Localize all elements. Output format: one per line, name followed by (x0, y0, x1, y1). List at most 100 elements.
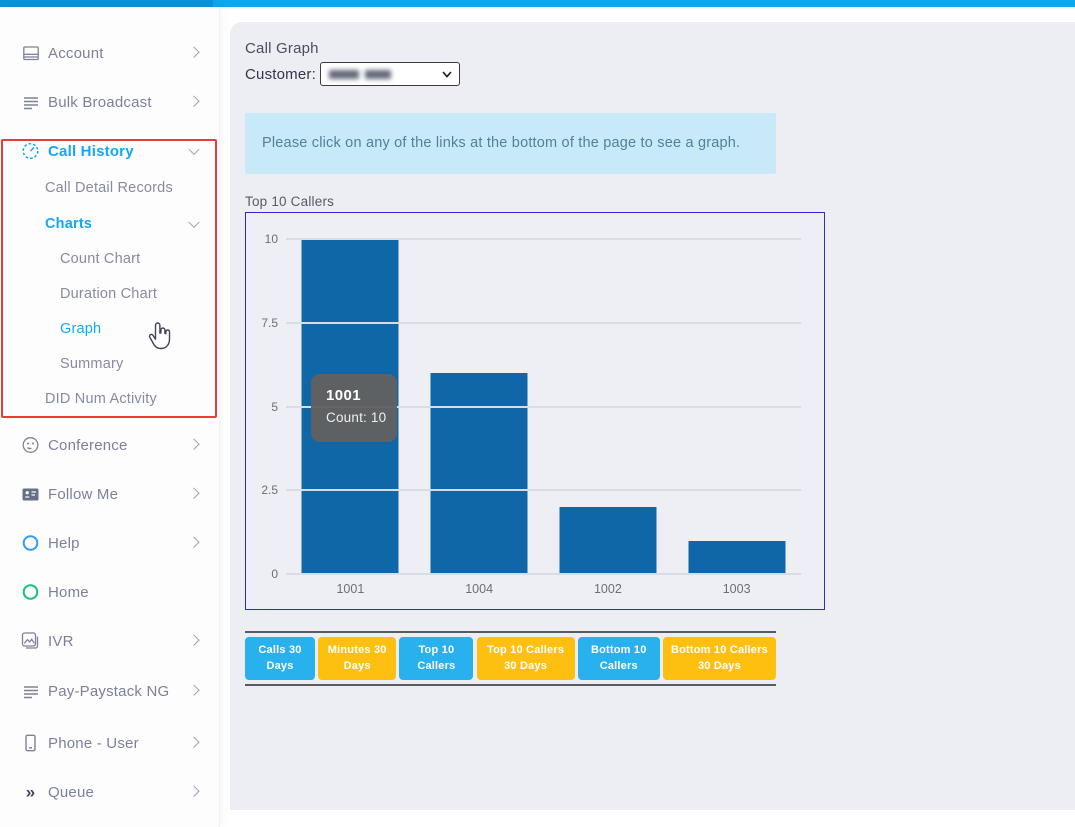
green-circle-icon (21, 583, 40, 602)
smartphone-icon (21, 734, 40, 753)
sidebar-item-count-chart[interactable]: Count Chart (0, 244, 220, 274)
bar-column (544, 239, 673, 574)
x-axis-tick-label: 1003 (722, 582, 751, 596)
sidebar-item-label: Home (48, 583, 89, 601)
link-button-2[interactable]: Minutes 30 Days (318, 637, 397, 680)
chart-links-section: Calls 30 Days Minutes 30 Days Top 10 Calle… (245, 631, 776, 686)
sidebar-item-label: Duration Chart (60, 286, 158, 302)
bar-1004[interactable] (430, 373, 528, 574)
sidebar-item-graph[interactable]: Graph (0, 314, 220, 344)
link-button-6[interactable]: Bottom 10 Callers 30 Days (662, 637, 776, 680)
bar-1002[interactable] (559, 507, 657, 574)
sidebar-item-follow-me[interactable]: Follow Me (0, 479, 220, 509)
top-bar-left-segment (0, 0, 213, 7)
chevron-right-icon (188, 536, 200, 548)
link-button-4[interactable]: Top 10 Callers 30 Days (476, 637, 575, 680)
y-axis-tick-label: 5 (271, 399, 278, 414)
chevron-right-icon (188, 438, 200, 450)
bar-1003[interactable] (688, 540, 786, 574)
sidebar-item-conference[interactable]: Conference (0, 430, 220, 460)
sidebar-item-charts[interactable]: Charts (0, 209, 220, 239)
chart-link-buttons: Calls 30 Days Minutes 30 Days Top 10 Calle… (245, 637, 776, 680)
link-button-3[interactable]: Top 10 Callers (399, 637, 474, 680)
x-axis-tick-label: 1004 (465, 582, 494, 596)
sidebar-item-label: Count Chart (60, 251, 141, 267)
text-lines-icon (21, 93, 40, 112)
gridline (286, 573, 801, 575)
top-bar (0, 0, 1075, 7)
customer-row: Customer: (245, 62, 460, 86)
y-axis-tick-label: 2.5 (261, 483, 278, 498)
chevron-right-icon (188, 785, 200, 797)
redacted-customer-name (365, 69, 391, 79)
sidebar-item-label: Conference (48, 436, 128, 454)
sidebar-item-label: Account (48, 44, 104, 62)
sidebar-item-did-num-activity[interactable]: DID Num Activity (0, 384, 220, 414)
x-axis-tick-label: 1002 (593, 582, 622, 596)
sidebar-item-call-history[interactable]: Call History (0, 136, 220, 166)
bar-chart: 10 7.5 5 2.5 0 1001 1004 1002 1003 1001 Count: … (245, 212, 825, 610)
info-notice: Please click on any of the links at the … (245, 113, 776, 174)
sidebar-item-help[interactable]: Help (0, 528, 220, 558)
y-axis: 10 7.5 5 2.5 0 (248, 232, 278, 581)
sidebar-item-home[interactable]: Home (0, 577, 220, 607)
sidebar-item-bulk-broadcast[interactable]: Bulk Broadcast (0, 87, 220, 117)
chart-title: Top 10 Callers (245, 194, 335, 209)
chevron-right-icon (188, 95, 200, 107)
sidebar-item-label: Queue (48, 783, 95, 801)
y-axis-tick-label: 0 (271, 567, 278, 581)
sidebar-item-label: Follow Me (48, 485, 119, 503)
blue-circle-icon (21, 534, 40, 553)
gridline (286, 238, 801, 240)
sidebar-item-label: Pay-Paystack NG (48, 682, 170, 700)
sidebar-item-label: Graph (60, 321, 102, 337)
chevron-right-icon (188, 487, 200, 499)
sidebar-item-label: Bulk Broadcast (48, 93, 152, 111)
gridline (286, 405, 801, 408)
x-axis-tick-label: 1001 (336, 582, 365, 596)
sidebar-item-label: Summary (60, 356, 124, 372)
y-axis-tick-label: 10 (264, 232, 278, 246)
chevron-right-icon (188, 736, 200, 748)
chevron-right-icon (188, 46, 200, 58)
sidebar-item-pay-paystack-ng[interactable]: Pay-Paystack NG (0, 676, 220, 706)
link-button-1[interactable]: Calls 30 Days (245, 637, 315, 680)
page-title: Call Graph (245, 40, 319, 57)
gridline (286, 321, 801, 324)
x-axis: 1001 1004 1002 1003 (286, 582, 801, 596)
customer-select[interactable] (320, 62, 460, 86)
sidebar-item-label: Phone - User (48, 734, 139, 752)
select-chevron-icon (442, 71, 452, 78)
sidebar-item-label: DID Num Activity (45, 391, 157, 407)
sidebar-item-label: Call Detail Records (45, 180, 173, 196)
window-lines-icon (21, 44, 40, 63)
sidebar: Account Bulk Broadcast Call History Call… (0, 7, 220, 827)
sidebar-item-label: Call History (48, 142, 134, 160)
bar-column (672, 239, 801, 574)
link-button-5[interactable]: Bottom 10 Callers (577, 637, 660, 680)
chart-tooltip: 1001 Count: 10 (311, 374, 397, 442)
sidebar-item-account[interactable]: Account (0, 38, 220, 68)
chevron-right-icon (188, 684, 200, 696)
tooltip-title: 1001 (326, 387, 361, 404)
customer-label: Customer: (245, 65, 316, 83)
sidebar-item-label: Help (48, 534, 80, 552)
sidebar-item-label: IVR (48, 632, 74, 650)
sidebar-item-duration-chart[interactable]: Duration Chart (0, 279, 220, 309)
gridline (286, 489, 801, 492)
sidebar-item-call-detail-records[interactable]: Call Detail Records (0, 173, 220, 203)
sidebar-item-label: Charts (45, 216, 93, 232)
sidebar-item-queue[interactable]: » Queue (0, 777, 220, 807)
timer-icon (21, 142, 40, 161)
double-chevron-icon: » (25, 782, 36, 802)
sidebar-item-summary[interactable]: Summary (0, 349, 220, 379)
top-bar-right-segment (213, 0, 1075, 7)
sidebar-item-phone-user[interactable]: Phone - User (0, 728, 220, 758)
chevron-down-icon (188, 143, 200, 156)
main-content: Call Graph Customer: Please click on any… (230, 22, 1075, 810)
y-axis-tick-label: 7.5 (261, 315, 278, 330)
id-card-icon (21, 485, 40, 504)
sidebar-item-ivr[interactable]: IVR (0, 626, 220, 656)
chevron-down-icon (188, 216, 200, 229)
tooltip-value: Count: 10 (326, 410, 387, 425)
